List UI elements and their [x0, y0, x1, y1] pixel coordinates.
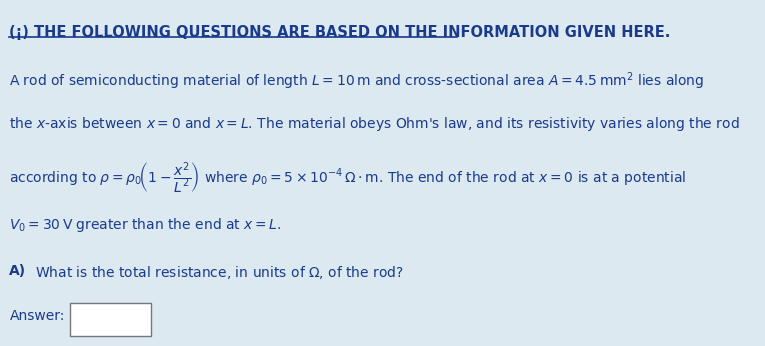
FancyBboxPatch shape [70, 303, 151, 336]
Text: (¡) THE FOLLOWING QUESTIONS ARE BASED ON THE INFORMATION GIVEN HERE.: (¡) THE FOLLOWING QUESTIONS ARE BASED ON… [9, 25, 671, 40]
Text: A): A) [9, 264, 27, 278]
Text: What is the total resistance, in units of $\Omega$, of the rod?: What is the total resistance, in units o… [35, 264, 405, 281]
Text: A rod of semiconducting material of length $L = 10\,\mathrm{m}$ and cross-sectio: A rod of semiconducting material of leng… [9, 70, 705, 92]
Text: $V_0 = 30\,\mathrm{V}$ greater than the end at $x = L$.: $V_0 = 30\,\mathrm{V}$ greater than the … [9, 216, 282, 234]
Text: Answer:: Answer: [9, 309, 65, 322]
Text: according to $\rho = \rho_0\!\left(1 - \dfrac{x^2}{L^2}\right)$ where $\rho_0 = : according to $\rho = \rho_0\!\left(1 - \… [9, 161, 687, 196]
Text: the $x$-axis between $x = 0$ and $x = L$. The material obeys Ohm's law, and its : the $x$-axis between $x = 0$ and $x = L$… [9, 115, 740, 133]
